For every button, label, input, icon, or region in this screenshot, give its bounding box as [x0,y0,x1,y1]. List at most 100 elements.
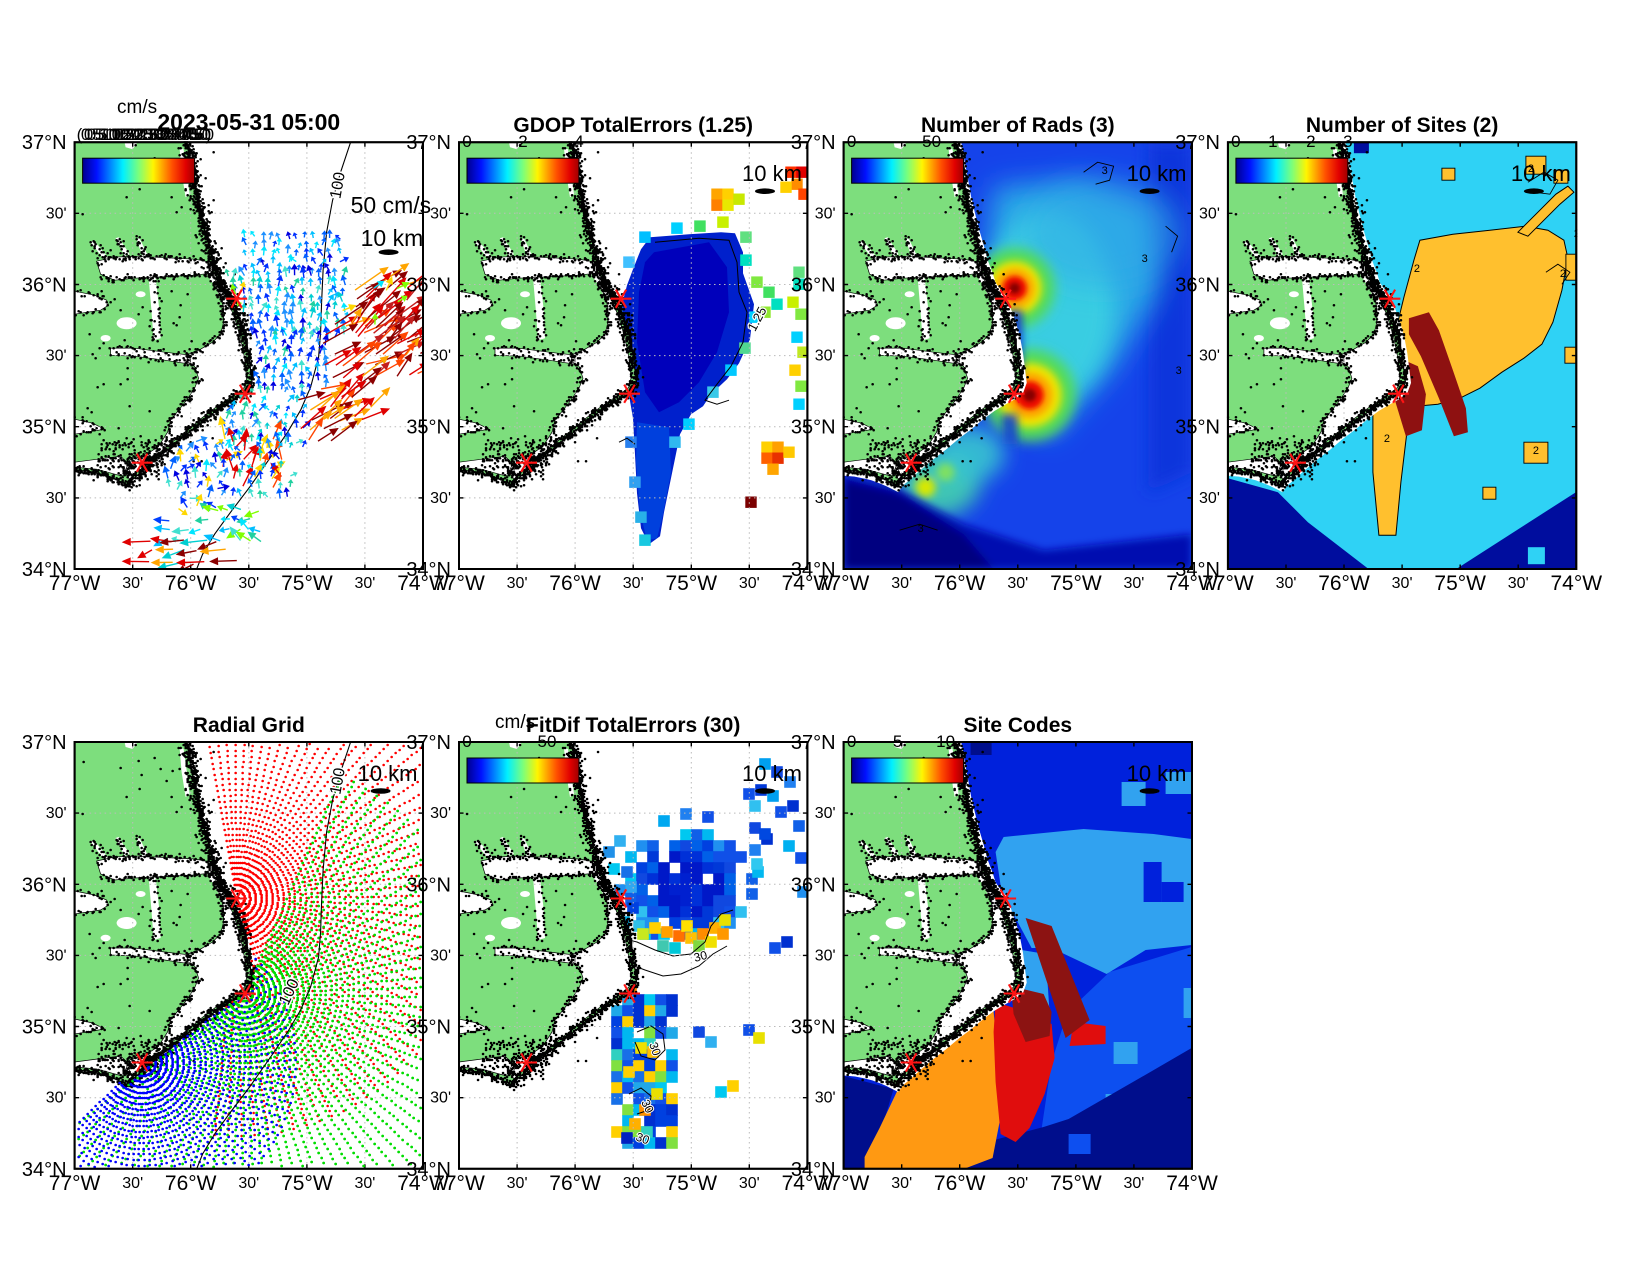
svg-text:35°N: 35°N [406,417,451,439]
svg-text:30': 30' [430,205,451,222]
svg-text:5: 5 [92,125,101,144]
svg-text:37°N: 37°N [791,132,836,154]
svg-text:30': 30' [122,1175,143,1192]
svg-text:2: 2 [1414,263,1420,275]
svg-text:30': 30' [815,805,836,822]
svg-text:2: 2 [1533,445,1539,457]
svg-text:GDOP TotalErrors (1.25): GDOP TotalErrors (1.25) [513,114,753,137]
svg-text:10 km: 10 km [742,761,802,786]
svg-text:74°W: 74°W [1166,1172,1218,1195]
svg-text:30': 30' [739,1175,760,1192]
svg-text:35°N: 35°N [791,417,836,439]
svg-text:45: 45 [184,125,203,144]
svg-text:37°N: 37°N [406,732,451,754]
svg-text:30': 30' [623,575,644,592]
svg-text:75°W: 75°W [281,572,333,595]
svg-text:10: 10 [102,125,121,144]
svg-text:25: 25 [133,125,152,144]
svg-text:30': 30' [430,1090,451,1107]
svg-text:10 km: 10 km [1127,161,1187,186]
svg-text:36°N: 36°N [22,874,67,896]
svg-text:30': 30' [1199,490,1220,507]
svg-text:10: 10 [99,125,118,144]
svg-text:20: 20 [127,125,146,144]
svg-text:77°W: 77°W [49,572,101,595]
svg-text:76°W: 76°W [1318,572,1370,595]
svg-text:3: 3 [1102,165,1108,177]
svg-text:30': 30' [1392,575,1413,592]
svg-text:36°N: 36°N [791,874,836,896]
svg-text:0: 0 [84,125,93,144]
svg-text:0: 0 [81,125,90,144]
svg-text:5: 5 [98,125,107,144]
svg-text:77°W: 77°W [818,572,870,595]
svg-text:30': 30' [1199,348,1220,365]
svg-text:37°N: 37°N [1175,132,1220,154]
svg-text:35°N: 35°N [791,1017,836,1039]
svg-text:45: 45 [181,125,200,144]
svg-text:10 km: 10 km [1511,161,1571,186]
svg-text:35: 35 [155,125,174,144]
svg-text:77°W: 77°W [433,572,485,595]
svg-text:30': 30' [507,575,528,592]
svg-text:74°W: 74°W [1166,572,1218,595]
svg-text:30': 30' [46,348,67,365]
svg-text:30': 30' [1276,575,1297,592]
svg-text:Number of Sites (2): Number of Sites (2) [1306,114,1499,137]
svg-text:75°W: 75°W [1050,1172,1102,1195]
svg-text:Site Codes: Site Codes [964,714,1073,737]
svg-text:35°N: 35°N [1175,417,1220,439]
svg-text:30': 30' [1508,575,1529,592]
svg-text:34°N: 34°N [791,1159,836,1181]
svg-text:34°N: 34°N [406,559,451,581]
svg-text:10 km: 10 km [358,761,418,786]
svg-text:30': 30' [815,947,836,964]
svg-text:(: ( [77,125,83,144]
svg-text:76°W: 76°W [165,572,217,595]
svg-text:30: 30 [147,125,166,144]
svg-text:30': 30' [739,575,760,592]
svg-text:34°N: 34°N [1175,559,1220,581]
svg-text:74°W: 74°W [397,1172,449,1195]
svg-text:50: 50 [192,125,211,144]
svg-text:30': 30' [1007,1175,1028,1192]
svg-text:30': 30' [46,805,67,822]
svg-text:30': 30' [46,947,67,964]
svg-text:35°N: 35°N [22,417,67,439]
svg-text:30': 30' [1007,575,1028,592]
svg-text:30': 30' [815,348,836,365]
svg-text:50: 50 [189,125,208,144]
svg-text:34°N: 34°N [22,1159,67,1181]
svg-text:76°W: 76°W [165,1172,217,1195]
svg-text:3: 3 [918,523,924,535]
svg-text:20: 20 [121,125,140,144]
svg-text:37°N: 37°N [22,732,67,754]
svg-text:36°N: 36°N [1175,275,1220,297]
svg-text:10 km: 10 km [361,225,424,251]
svg-text:30': 30' [623,1175,644,1192]
svg-text:30': 30' [815,1090,836,1107]
svg-text:30': 30' [238,575,259,592]
svg-text:30': 30' [354,1175,375,1192]
svg-text:36°N: 36°N [406,275,451,297]
svg-text:40: 40 [169,125,188,144]
svg-text:Number of Rads (3): Number of Rads (3) [921,114,1115,137]
svg-text:36°N: 36°N [22,275,67,297]
svg-text:30': 30' [1199,205,1220,222]
svg-text:30': 30' [430,947,451,964]
svg-text:30': 30' [507,1175,528,1192]
svg-text:30: 30 [692,948,709,965]
svg-text:30': 30' [815,490,836,507]
svg-text:3: 3 [1176,365,1182,377]
svg-text:36°N: 36°N [791,275,836,297]
svg-text:15: 15 [113,125,132,144]
svg-text:75°W: 75°W [1050,572,1102,595]
svg-text:): ) [206,125,212,144]
svg-text:37°N: 37°N [22,132,67,154]
svg-text:30': 30' [354,575,375,592]
svg-text:0: 0 [87,125,96,144]
svg-text:76°W: 76°W [549,572,601,595]
svg-text:50: 50 [195,125,214,144]
svg-text:25: 25 [139,125,158,144]
svg-text:77°W: 77°W [1202,572,1254,595]
